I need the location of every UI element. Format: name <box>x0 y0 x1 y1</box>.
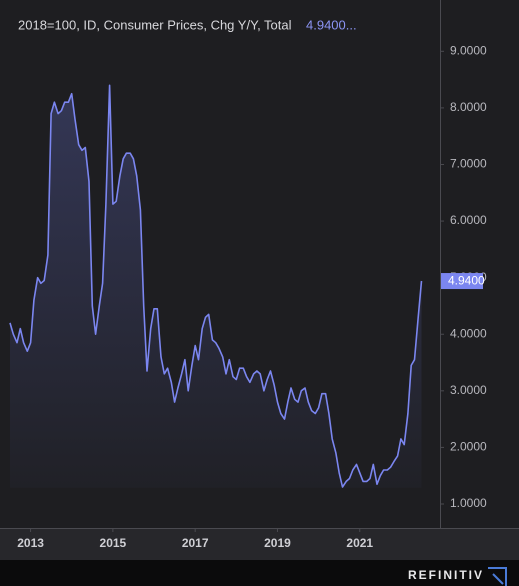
line <box>9 84 423 488</box>
chart-title: 2018=100, ID, Consumer Prices, Chg Y/Y, … <box>18 17 292 32</box>
brand: REFINITIV <box>408 568 484 582</box>
area-fill <box>10 85 422 488</box>
header-value: 4.9400... <box>306 17 357 32</box>
y-tick-label: 7.0000 <box>450 157 487 171</box>
brand-logo <box>488 567 507 586</box>
y-tick-label: 1.0000 <box>450 496 487 510</box>
y-tick-label: 8.0000 <box>450 100 487 114</box>
x-tick-label: 2015 <box>100 536 127 550</box>
x-tick-label: 2019 <box>264 536 291 550</box>
y-tick-label: 3.0000 <box>450 383 487 397</box>
y-tick-label: 2.0000 <box>450 440 487 454</box>
y-tick-label: 6.0000 <box>450 213 487 227</box>
y-tick-label: 4.0000 <box>450 326 487 340</box>
last-value-box <box>441 273 483 290</box>
x-tick-label: 2017 <box>182 536 209 550</box>
x-tick-label: 2021 <box>346 536 373 550</box>
x-axis-strip <box>0 528 519 560</box>
y-tick-label: 9.0000 <box>450 43 487 57</box>
last-value-label: 4.9400 <box>448 274 485 288</box>
x-tick-label: 2013 <box>17 536 44 550</box>
plot <box>9 84 423 488</box>
